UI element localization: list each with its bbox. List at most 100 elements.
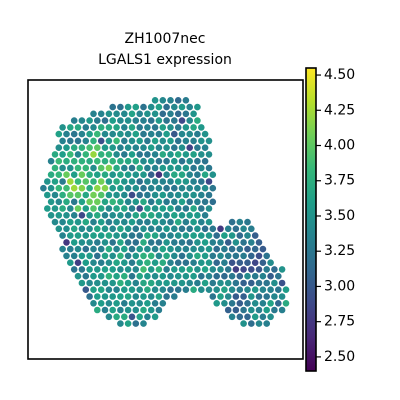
expression-spot [117, 266, 124, 273]
expression-spot [101, 171, 109, 178]
expression-spot [51, 205, 59, 212]
expression-spot [74, 259, 82, 267]
expression-spot [147, 225, 155, 233]
expression-spot [159, 259, 167, 267]
expression-spot [90, 300, 97, 307]
expression-spot [40, 184, 47, 192]
expression-spot [259, 259, 267, 267]
expression-spot [90, 286, 97, 294]
expression-spot [82, 259, 90, 267]
expression-spot [86, 198, 93, 206]
expression-spot [201, 212, 209, 219]
colorbar-ticks: 4.50 4.25 4.00 3.75 3.50 3.25 3.00 2.75 2.50 [316, 67, 355, 365]
expression-spot [174, 286, 182, 294]
expression-spot [201, 144, 209, 151]
expression-spot [67, 232, 74, 239]
expression-spot [67, 218, 74, 226]
expression-spot [167, 97, 174, 104]
expression-spot [101, 225, 109, 233]
expression-spot [194, 239, 201, 246]
expression-spot [117, 157, 124, 165]
expression-spot [47, 157, 55, 165]
expression-spot [275, 272, 282, 280]
expression-spot [186, 184, 193, 192]
expression-spot [159, 151, 167, 158]
expression-spot [70, 184, 78, 192]
expression-spot [105, 218, 113, 226]
expression-spot [240, 239, 247, 246]
expression-spot [105, 245, 113, 253]
expression-spot [267, 300, 274, 307]
expression-spot [171, 212, 178, 219]
expression-spot [224, 225, 232, 233]
expression-spot [190, 151, 197, 158]
expression-spot [209, 171, 217, 178]
expression-spot [205, 205, 213, 212]
expression-spot [155, 279, 163, 287]
expression-spot [190, 232, 197, 239]
expression-spot [74, 137, 82, 145]
expression-spot [201, 130, 209, 138]
expression-spot [124, 184, 132, 192]
expression-spot [167, 110, 174, 118]
expression-spot [147, 198, 155, 206]
expression-spot [105, 164, 113, 172]
expression-spot [86, 130, 93, 138]
expression-spot [198, 232, 205, 239]
expression-spot [205, 259, 213, 267]
colorbar-tick-label: 4.50 [324, 67, 355, 83]
expression-spot [86, 239, 93, 246]
expression-spot [178, 157, 186, 165]
expression-spot [159, 218, 167, 226]
expression-spot [97, 286, 105, 294]
expression-spot [178, 130, 186, 138]
expression-spot [271, 279, 278, 287]
expression-spot [186, 239, 193, 246]
expression-spot [121, 272, 128, 280]
expression-spot [151, 151, 159, 158]
expression-spot [240, 320, 247, 327]
expression-spot [109, 266, 116, 273]
expression-spot [182, 191, 190, 199]
expression-spot [147, 157, 155, 165]
expression-spot [101, 239, 109, 246]
expression-spot [144, 205, 151, 212]
expression-spot [109, 184, 116, 192]
expression-spot [117, 184, 124, 192]
expression-spot [63, 184, 70, 192]
expression-spot [194, 117, 201, 124]
expression-spot [190, 164, 197, 172]
expression-spot [74, 218, 82, 226]
expression-spot [124, 252, 132, 260]
expression-spot [67, 245, 74, 253]
expression-spot [70, 212, 78, 219]
expression-spot [140, 103, 147, 111]
expression-spot [267, 259, 274, 267]
expression-spot [97, 205, 105, 212]
expression-spot [101, 117, 109, 124]
expression-spot [248, 225, 255, 233]
expression-spot [117, 103, 124, 111]
expression-spot [167, 191, 174, 199]
expression-spot [174, 232, 182, 239]
expression-spot [105, 313, 113, 321]
expression-spot [136, 124, 143, 131]
expression-spot [90, 259, 97, 267]
expression-spot [155, 306, 163, 314]
expression-spot [117, 239, 124, 246]
expression-spot [155, 252, 163, 260]
expression-spot [124, 279, 132, 287]
expression-spot [78, 130, 86, 138]
expression-spot [121, 286, 128, 294]
expression-spot [124, 320, 132, 327]
expression-spot [255, 252, 263, 260]
expression-spot [124, 157, 132, 165]
expression-spot [147, 239, 155, 246]
expression-spot [140, 198, 147, 206]
expression-spot [190, 272, 197, 280]
expression-spot [236, 300, 244, 307]
expression-spot [201, 266, 209, 273]
expression-spot [70, 239, 78, 246]
expression-spot [190, 178, 197, 185]
expression-spot [67, 191, 74, 199]
